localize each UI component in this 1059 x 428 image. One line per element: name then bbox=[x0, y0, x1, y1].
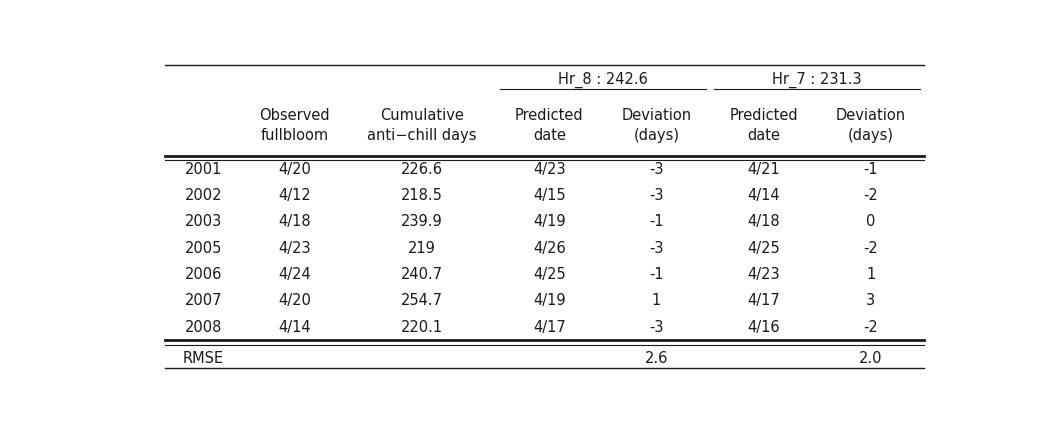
Text: 220.1: 220.1 bbox=[401, 320, 443, 335]
Text: 4/23: 4/23 bbox=[748, 267, 779, 282]
Text: 4/15: 4/15 bbox=[533, 188, 566, 203]
Text: 4/19: 4/19 bbox=[533, 294, 566, 309]
Text: Predicted
date: Predicted date bbox=[730, 108, 797, 143]
Text: 1: 1 bbox=[866, 267, 876, 282]
Text: Hr_7 : 231.3: Hr_7 : 231.3 bbox=[772, 72, 862, 88]
Text: 4/24: 4/24 bbox=[279, 267, 311, 282]
Text: -3: -3 bbox=[649, 162, 664, 177]
Text: 2002: 2002 bbox=[184, 188, 222, 203]
Text: 2007: 2007 bbox=[184, 294, 222, 309]
Text: 219: 219 bbox=[408, 241, 436, 256]
Text: Observed
fullbloom: Observed fullbloom bbox=[259, 108, 330, 143]
Text: -1: -1 bbox=[649, 214, 664, 229]
Text: 4/23: 4/23 bbox=[279, 241, 311, 256]
Text: 2001: 2001 bbox=[184, 162, 221, 177]
Text: 4/18: 4/18 bbox=[748, 214, 779, 229]
Text: 2006: 2006 bbox=[184, 267, 221, 282]
Text: 4/26: 4/26 bbox=[533, 241, 566, 256]
Text: 239.9: 239.9 bbox=[401, 214, 443, 229]
Text: 4/12: 4/12 bbox=[279, 188, 311, 203]
Text: -1: -1 bbox=[863, 162, 878, 177]
Text: 218.5: 218.5 bbox=[401, 188, 443, 203]
Text: 1: 1 bbox=[651, 294, 661, 309]
Text: 4/17: 4/17 bbox=[748, 294, 780, 309]
Text: 4/23: 4/23 bbox=[533, 162, 566, 177]
Text: 2003: 2003 bbox=[184, 214, 221, 229]
Text: 254.7: 254.7 bbox=[401, 294, 443, 309]
Text: Deviation
(days): Deviation (days) bbox=[836, 108, 905, 143]
Text: Hr_8 : 242.6: Hr_8 : 242.6 bbox=[558, 72, 648, 88]
Text: 2.0: 2.0 bbox=[859, 351, 882, 366]
Text: RMSE: RMSE bbox=[182, 351, 223, 366]
Text: 4/14: 4/14 bbox=[748, 188, 779, 203]
Text: 4/25: 4/25 bbox=[533, 267, 566, 282]
Text: -2: -2 bbox=[863, 320, 878, 335]
Text: 4/19: 4/19 bbox=[533, 214, 566, 229]
Text: 2.6: 2.6 bbox=[645, 351, 668, 366]
Text: 226.6: 226.6 bbox=[401, 162, 443, 177]
Text: Cumulative
anti−chill days: Cumulative anti−chill days bbox=[367, 108, 477, 143]
Text: 4/21: 4/21 bbox=[748, 162, 780, 177]
Text: 3: 3 bbox=[866, 294, 876, 309]
Text: 4/14: 4/14 bbox=[279, 320, 311, 335]
Text: 4/20: 4/20 bbox=[279, 162, 311, 177]
Text: -2: -2 bbox=[863, 241, 878, 256]
Text: -2: -2 bbox=[863, 188, 878, 203]
Text: -3: -3 bbox=[649, 320, 664, 335]
Text: 240.7: 240.7 bbox=[401, 267, 443, 282]
Text: 4/25: 4/25 bbox=[748, 241, 780, 256]
Text: 4/18: 4/18 bbox=[279, 214, 311, 229]
Text: 4/16: 4/16 bbox=[748, 320, 779, 335]
Text: 0: 0 bbox=[866, 214, 876, 229]
Text: 4/20: 4/20 bbox=[279, 294, 311, 309]
Text: -3: -3 bbox=[649, 188, 664, 203]
Text: Deviation
(days): Deviation (days) bbox=[622, 108, 692, 143]
Text: 2008: 2008 bbox=[184, 320, 221, 335]
Text: Predicted
date: Predicted date bbox=[515, 108, 584, 143]
Text: 4/17: 4/17 bbox=[533, 320, 566, 335]
Text: -3: -3 bbox=[649, 241, 664, 256]
Text: 2005: 2005 bbox=[184, 241, 221, 256]
Text: -1: -1 bbox=[649, 267, 664, 282]
